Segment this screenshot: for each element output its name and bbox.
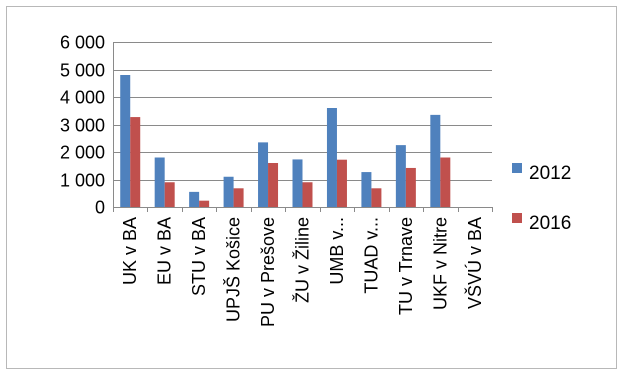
y-tick-label: 3 000: [60, 116, 105, 136]
gridlines: [113, 42, 492, 181]
category-label: STU v BA: [189, 217, 209, 296]
bar-2016: [440, 157, 451, 207]
category-labels: UK v BA EU v BA STU v BA UPJŠ Košice PU v Pr…: [120, 217, 485, 327]
legend-label: 2012: [529, 163, 571, 184]
bar-2016: [371, 188, 382, 207]
category-label: ŽU v Žiline: [293, 217, 313, 303]
category-label: EU v BA: [155, 217, 175, 285]
category-label: UMB v...: [327, 217, 347, 285]
y-tick-label: 5 000: [60, 61, 105, 81]
bar-2016: [302, 182, 313, 207]
y-tick-labels: 0 1 000 2 000 3 000 4 000 5 000 6 000: [60, 33, 105, 218]
category-label: UK v BA: [120, 217, 140, 285]
bar-2012: [120, 75, 131, 207]
bar-2012: [189, 191, 200, 207]
bar-2012: [361, 172, 372, 207]
bars: [120, 75, 451, 207]
category-label: TU v Trnave: [396, 217, 416, 315]
category-label: PU v Prešove: [258, 217, 278, 327]
bar-2012: [326, 108, 337, 207]
bar-2016: [199, 200, 210, 207]
bar-2012: [292, 159, 303, 207]
legend-swatch: [512, 163, 522, 173]
y-tick-label: 1 000: [60, 171, 105, 191]
legend-swatch: [512, 213, 522, 223]
bar-2016: [130, 117, 141, 207]
bar-2016: [405, 167, 416, 207]
y-tick-label: 6 000: [60, 33, 105, 53]
y-tick-label: 4 000: [60, 88, 105, 108]
category-label: TUAD v...: [361, 217, 381, 294]
bar-2016: [233, 188, 244, 207]
bar-2012: [154, 157, 165, 207]
bar-2016: [164, 182, 175, 207]
category-label: VŠVÚ v BA: [464, 217, 485, 309]
bar-2012: [258, 142, 269, 207]
bar-2016: [268, 163, 279, 207]
legend-label: 2016: [529, 213, 571, 234]
axes: [113, 42, 493, 212]
bar-2012: [430, 114, 441, 207]
y-tick-label: 0: [95, 198, 105, 218]
bar-2012: [223, 176, 234, 207]
legend: 2012 2016: [512, 163, 571, 234]
category-label: UKF v Nitre: [430, 217, 450, 310]
bar-2016: [336, 159, 347, 207]
category-label: UPJŠ Košice: [223, 217, 244, 322]
bar-2012: [395, 145, 406, 207]
y-tick-label: 2 000: [60, 143, 105, 163]
